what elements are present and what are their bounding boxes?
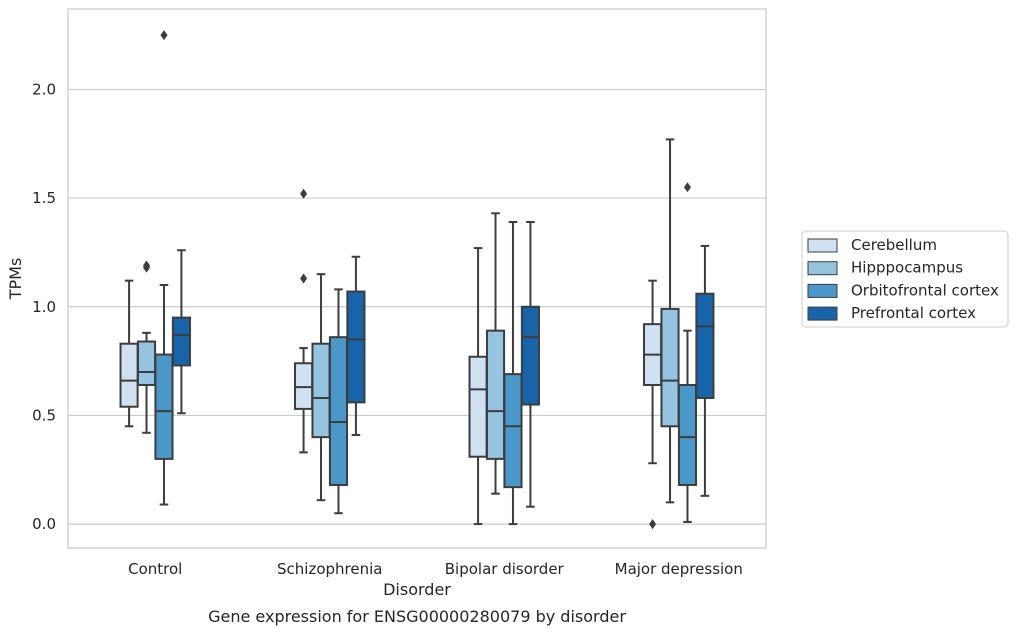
y-tick-label: 1.5: [32, 189, 56, 207]
box-cerebellum: [468, 247, 488, 526]
legend-swatch: [807, 306, 838, 321]
y-tick-label: 0.0: [32, 515, 56, 533]
outlier-marker: [649, 519, 657, 530]
box-orbitofrontal-cortex: [154, 30, 174, 506]
box-body: [154, 353, 174, 460]
box-cerebellum: [294, 188, 314, 454]
box-body: [485, 329, 506, 460]
legend-swatch: [807, 261, 838, 276]
box-body: [468, 355, 488, 458]
box-body: [677, 383, 698, 486]
x-tick-label: Bipolar disorder: [445, 560, 565, 578]
boxes-layer: [119, 30, 715, 530]
outlier-marker: [143, 260, 151, 271]
legend-frame: [801, 230, 1009, 328]
box-hipppocampus: [660, 138, 680, 504]
x-tick-label: Major depression: [615, 560, 743, 578]
box-hipppocampus: [311, 273, 331, 502]
outlier-marker: [300, 273, 308, 284]
box-body: [695, 292, 715, 400]
legend-label: Orbitofrontal cortex: [851, 281, 999, 299]
plot-frame: [67, 8, 767, 549]
x-axis-ticks: Control Schizophrenia Bipolar disorder Majo…: [128, 560, 743, 578]
box-orbitofrontal-cortex: [328, 288, 349, 515]
legend-swatch: [807, 283, 838, 298]
x-tick-label: Control: [128, 560, 182, 578]
box-body: [119, 342, 139, 408]
box-body: [294, 362, 314, 410]
outlier-marker: [683, 182, 691, 193]
legend-swatch: [807, 238, 838, 253]
box-hipppocampus: [136, 260, 157, 434]
x-tick-label: Schizophrenia: [277, 560, 382, 578]
box-orbitofrontal-cortex: [677, 182, 698, 523]
box-cerebellum: [119, 279, 139, 428]
box-body: [136, 340, 157, 386]
box-prefrontal-cortex: [171, 249, 191, 415]
box-body: [503, 373, 523, 489]
box-body: [311, 342, 331, 439]
box-body: [171, 316, 191, 367]
y-tick-label: 1.0: [32, 298, 56, 316]
box-prefrontal-cortex: [695, 244, 715, 497]
y-tick-label: 0.5: [32, 406, 56, 424]
outlier-marker: [160, 30, 168, 41]
legend-label: Cerebellum: [851, 236, 937, 254]
box-body: [660, 307, 680, 428]
legend: Cerebellum Hipppocampus Orbitofrontal cort…: [801, 230, 1009, 328]
y-axis-ticks: 0.0 0.5 1.0 1.5 2.0: [32, 80, 56, 533]
box-body: [328, 336, 349, 486]
chart-caption: Gene expression for ENSG00000280079 by d…: [208, 607, 626, 626]
legend-label: Prefrontal cortex: [851, 304, 976, 322]
box-cerebellum: [643, 279, 663, 530]
box-prefrontal-cortex: [346, 255, 366, 436]
box-body: [520, 305, 540, 406]
legend-label: Hipppocampus: [851, 259, 963, 277]
y-tick-label: 2.0: [32, 80, 56, 98]
box-hipppocampus: [485, 212, 506, 495]
box-prefrontal-cortex: [520, 220, 540, 508]
box-body: [346, 290, 366, 404]
x-axis-label: Disorder: [383, 580, 451, 599]
y-axis-label: TPMs: [6, 258, 25, 301]
box-orbitofrontal-cortex: [503, 220, 523, 526]
outlier-marker: [300, 188, 308, 199]
